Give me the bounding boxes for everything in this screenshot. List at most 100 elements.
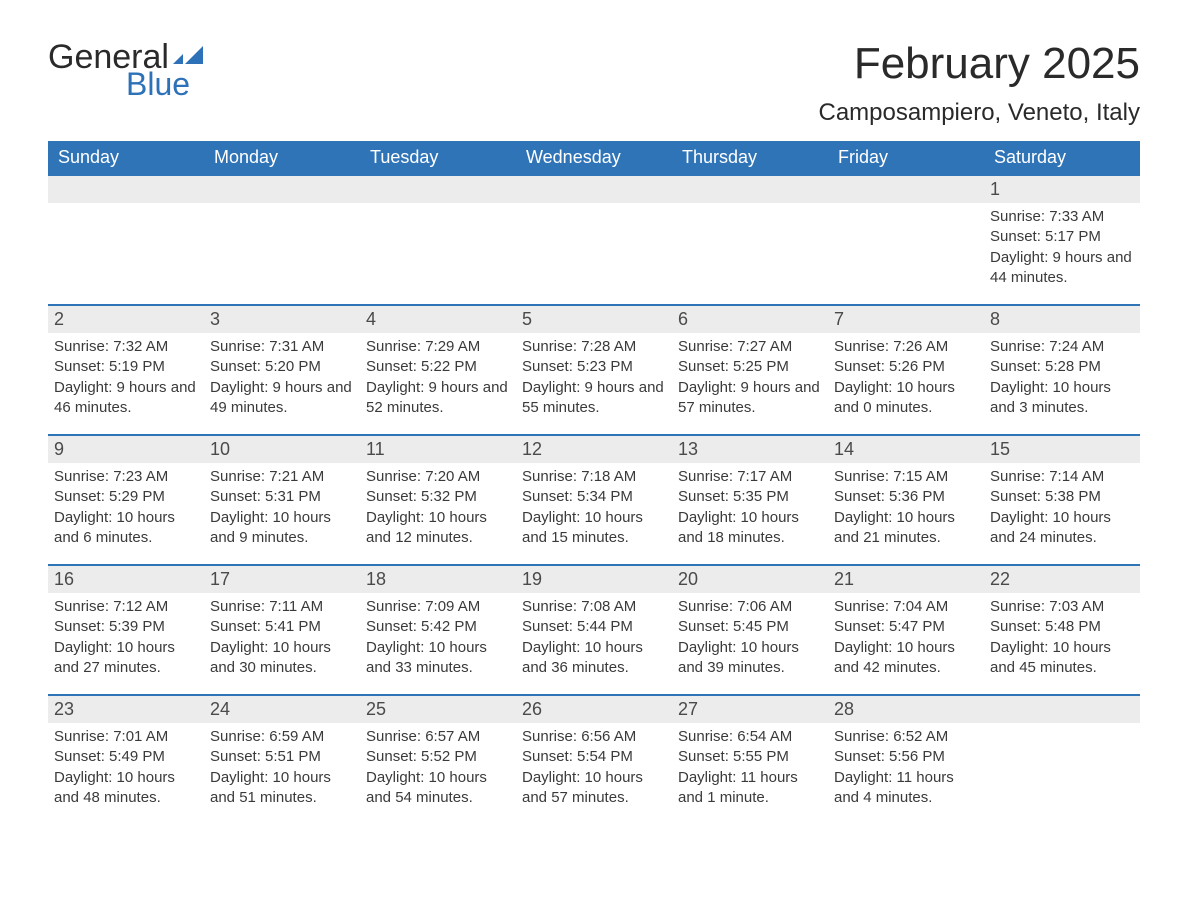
sunset-line: Sunset: 5:54 PM <box>522 747 668 767</box>
day-number: 4 <box>360 306 516 333</box>
day-number: 1 <box>984 176 1140 203</box>
sunset-line: Sunset: 5:31 PM <box>210 487 356 507</box>
day-number <box>516 176 672 203</box>
day-body: Sunrise: 7:04 AMSunset: 5:47 PMDaylight:… <box>828 593 984 682</box>
daylight-line: Daylight: 10 hours and 33 minutes. <box>366 638 512 679</box>
daylight-line: Daylight: 10 hours and 12 minutes. <box>366 508 512 549</box>
day-number <box>360 176 516 203</box>
sunset-line: Sunset: 5:34 PM <box>522 487 668 507</box>
weekday-header: Wednesday <box>516 141 672 175</box>
daylight-line: Daylight: 10 hours and 15 minutes. <box>522 508 668 549</box>
sunrise-line: Sunrise: 6:57 AM <box>366 727 512 747</box>
daylight-line: Daylight: 9 hours and 55 minutes. <box>522 378 668 419</box>
sunrise-line: Sunrise: 7:28 AM <box>522 337 668 357</box>
day-body: Sunrise: 7:12 AMSunset: 5:39 PMDaylight:… <box>48 593 204 682</box>
day-body: Sunrise: 7:31 AMSunset: 5:20 PMDaylight:… <box>204 333 360 422</box>
day-cell <box>828 175 984 305</box>
sunrise-line: Sunrise: 6:54 AM <box>678 727 824 747</box>
day-body: Sunrise: 7:11 AMSunset: 5:41 PMDaylight:… <box>204 593 360 682</box>
day-cell: 21Sunrise: 7:04 AMSunset: 5:47 PMDayligh… <box>828 565 984 695</box>
day-number: 20 <box>672 566 828 593</box>
day-cell <box>516 175 672 305</box>
day-cell: 10Sunrise: 7:21 AMSunset: 5:31 PMDayligh… <box>204 435 360 565</box>
day-number: 7 <box>828 306 984 333</box>
day-body: Sunrise: 7:23 AMSunset: 5:29 PMDaylight:… <box>48 463 204 552</box>
day-cell: 24Sunrise: 6:59 AMSunset: 5:51 PMDayligh… <box>204 695 360 825</box>
daylight-line: Daylight: 10 hours and 24 minutes. <box>990 508 1136 549</box>
day-cell <box>672 175 828 305</box>
daylight-line: Daylight: 10 hours and 42 minutes. <box>834 638 980 679</box>
day-number: 17 <box>204 566 360 593</box>
weekday-header: Thursday <box>672 141 828 175</box>
day-number <box>48 176 204 203</box>
day-number: 25 <box>360 696 516 723</box>
calendar-page: General Blue February 2025 Camposampiero… <box>0 0 1188 855</box>
weekday-header: Tuesday <box>360 141 516 175</box>
sunset-line: Sunset: 5:28 PM <box>990 357 1136 377</box>
daylight-line: Daylight: 11 hours and 4 minutes. <box>834 768 980 809</box>
sunset-line: Sunset: 5:44 PM <box>522 617 668 637</box>
sunset-line: Sunset: 5:55 PM <box>678 747 824 767</box>
day-cell: 9Sunrise: 7:23 AMSunset: 5:29 PMDaylight… <box>48 435 204 565</box>
day-number: 14 <box>828 436 984 463</box>
sunset-line: Sunset: 5:17 PM <box>990 227 1136 247</box>
sunrise-line: Sunrise: 7:26 AM <box>834 337 980 357</box>
daylight-line: Daylight: 10 hours and 6 minutes. <box>54 508 200 549</box>
daylight-line: Daylight: 9 hours and 44 minutes. <box>990 248 1136 289</box>
day-body: Sunrise: 7:03 AMSunset: 5:48 PMDaylight:… <box>984 593 1140 682</box>
sunset-line: Sunset: 5:35 PM <box>678 487 824 507</box>
day-body: Sunrise: 6:57 AMSunset: 5:52 PMDaylight:… <box>360 723 516 812</box>
month-title: February 2025 <box>818 40 1140 88</box>
daylight-line: Daylight: 10 hours and 39 minutes. <box>678 638 824 679</box>
day-number: 16 <box>48 566 204 593</box>
day-body: Sunrise: 7:15 AMSunset: 5:36 PMDaylight:… <box>828 463 984 552</box>
sunset-line: Sunset: 5:39 PM <box>54 617 200 637</box>
day-cell: 7Sunrise: 7:26 AMSunset: 5:26 PMDaylight… <box>828 305 984 435</box>
day-body: Sunrise: 7:14 AMSunset: 5:38 PMDaylight:… <box>984 463 1140 552</box>
day-cell: 26Sunrise: 6:56 AMSunset: 5:54 PMDayligh… <box>516 695 672 825</box>
day-cell: 28Sunrise: 6:52 AMSunset: 5:56 PMDayligh… <box>828 695 984 825</box>
weekday-header: Sunday <box>48 141 204 175</box>
week-row: 2Sunrise: 7:32 AMSunset: 5:19 PMDaylight… <box>48 305 1140 435</box>
day-cell: 15Sunrise: 7:14 AMSunset: 5:38 PMDayligh… <box>984 435 1140 565</box>
day-number: 22 <box>984 566 1140 593</box>
day-number <box>204 176 360 203</box>
day-number: 3 <box>204 306 360 333</box>
weekday-header-row: Sunday Monday Tuesday Wednesday Thursday… <box>48 141 1140 175</box>
sunset-line: Sunset: 5:36 PM <box>834 487 980 507</box>
sunset-line: Sunset: 5:45 PM <box>678 617 824 637</box>
day-body <box>48 203 204 211</box>
daylight-line: Daylight: 10 hours and 0 minutes. <box>834 378 980 419</box>
day-body: Sunrise: 6:54 AMSunset: 5:55 PMDaylight:… <box>672 723 828 812</box>
sunrise-line: Sunrise: 7:20 AM <box>366 467 512 487</box>
sunrise-line: Sunrise: 6:56 AM <box>522 727 668 747</box>
week-row: 23Sunrise: 7:01 AMSunset: 5:49 PMDayligh… <box>48 695 1140 825</box>
day-body: Sunrise: 6:59 AMSunset: 5:51 PMDaylight:… <box>204 723 360 812</box>
title-block: February 2025 Camposampiero, Veneto, Ita… <box>818 40 1140 137</box>
sunset-line: Sunset: 5:29 PM <box>54 487 200 507</box>
day-cell: 12Sunrise: 7:18 AMSunset: 5:34 PMDayligh… <box>516 435 672 565</box>
sunset-line: Sunset: 5:32 PM <box>366 487 512 507</box>
day-body: Sunrise: 7:18 AMSunset: 5:34 PMDaylight:… <box>516 463 672 552</box>
daylight-line: Daylight: 10 hours and 36 minutes. <box>522 638 668 679</box>
day-body <box>360 203 516 211</box>
day-number: 19 <box>516 566 672 593</box>
daylight-line: Daylight: 10 hours and 9 minutes. <box>210 508 356 549</box>
day-number <box>828 176 984 203</box>
daylight-line: Daylight: 9 hours and 46 minutes. <box>54 378 200 419</box>
day-body: Sunrise: 7:27 AMSunset: 5:25 PMDaylight:… <box>672 333 828 422</box>
day-body <box>204 203 360 211</box>
day-cell: 1Sunrise: 7:33 AMSunset: 5:17 PMDaylight… <box>984 175 1140 305</box>
day-cell: 4Sunrise: 7:29 AMSunset: 5:22 PMDaylight… <box>360 305 516 435</box>
daylight-line: Daylight: 9 hours and 49 minutes. <box>210 378 356 419</box>
day-body: Sunrise: 7:06 AMSunset: 5:45 PMDaylight:… <box>672 593 828 682</box>
sunrise-line: Sunrise: 7:23 AM <box>54 467 200 487</box>
daylight-line: Daylight: 10 hours and 21 minutes. <box>834 508 980 549</box>
day-body: Sunrise: 7:26 AMSunset: 5:26 PMDaylight:… <box>828 333 984 422</box>
day-number: 5 <box>516 306 672 333</box>
sunset-line: Sunset: 5:41 PM <box>210 617 356 637</box>
sunset-line: Sunset: 5:48 PM <box>990 617 1136 637</box>
day-cell <box>360 175 516 305</box>
calendar-body: 1Sunrise: 7:33 AMSunset: 5:17 PMDaylight… <box>48 175 1140 825</box>
sunset-line: Sunset: 5:49 PM <box>54 747 200 767</box>
